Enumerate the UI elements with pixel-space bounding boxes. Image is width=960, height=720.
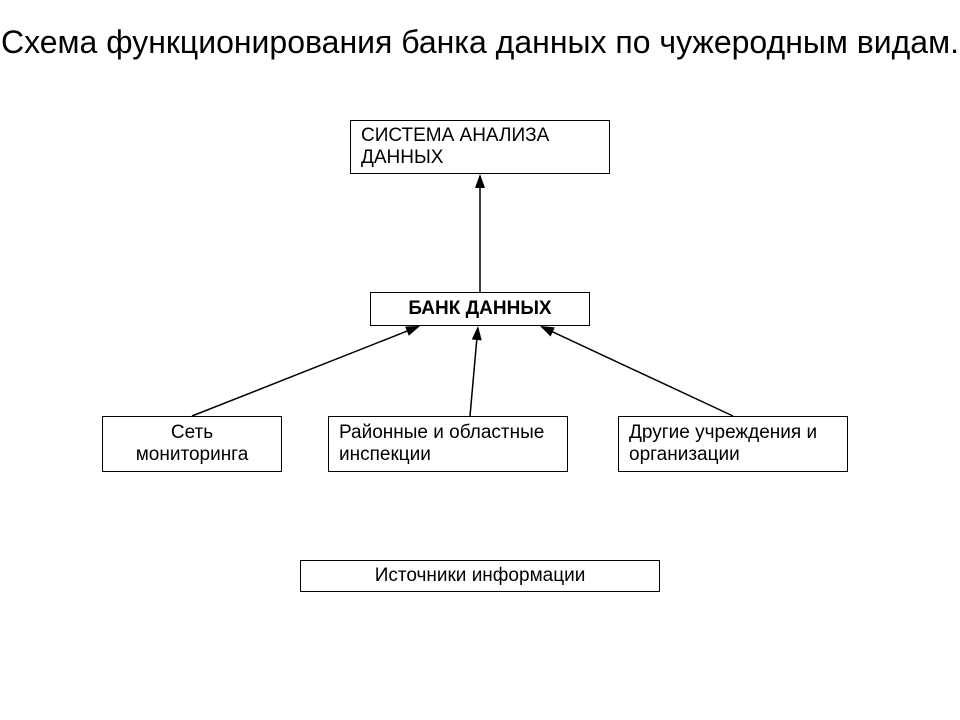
edge-monitor-to-bank <box>192 327 418 416</box>
arrowhead-bank-to-analysis <box>475 174 485 188</box>
node-inspect: Районные и областные инспекции <box>328 416 568 472</box>
node-bank: БАНК ДАННЫХ <box>370 292 590 326</box>
diagram-title: Схема функционирования банка данных по ч… <box>0 22 960 62</box>
node-analysis: СИСТЕМА АНАЛИЗА ДАННЫХ <box>350 120 610 174</box>
diagram-canvas: Схема функционирования банка данных по ч… <box>0 0 960 720</box>
arrowhead-inspect-to-bank <box>472 326 482 340</box>
arrowhead-monitor-to-bank <box>405 326 420 336</box>
edge-other-to-bank <box>542 327 733 416</box>
arrowhead-other-to-bank <box>540 326 555 336</box>
node-other: Другие учреждения и организации <box>618 416 848 472</box>
node-sources: Источники информации <box>300 560 660 592</box>
edges-layer <box>0 0 960 720</box>
node-monitor: Сеть мониторинга <box>102 416 282 472</box>
edge-inspect-to-bank <box>470 328 478 416</box>
